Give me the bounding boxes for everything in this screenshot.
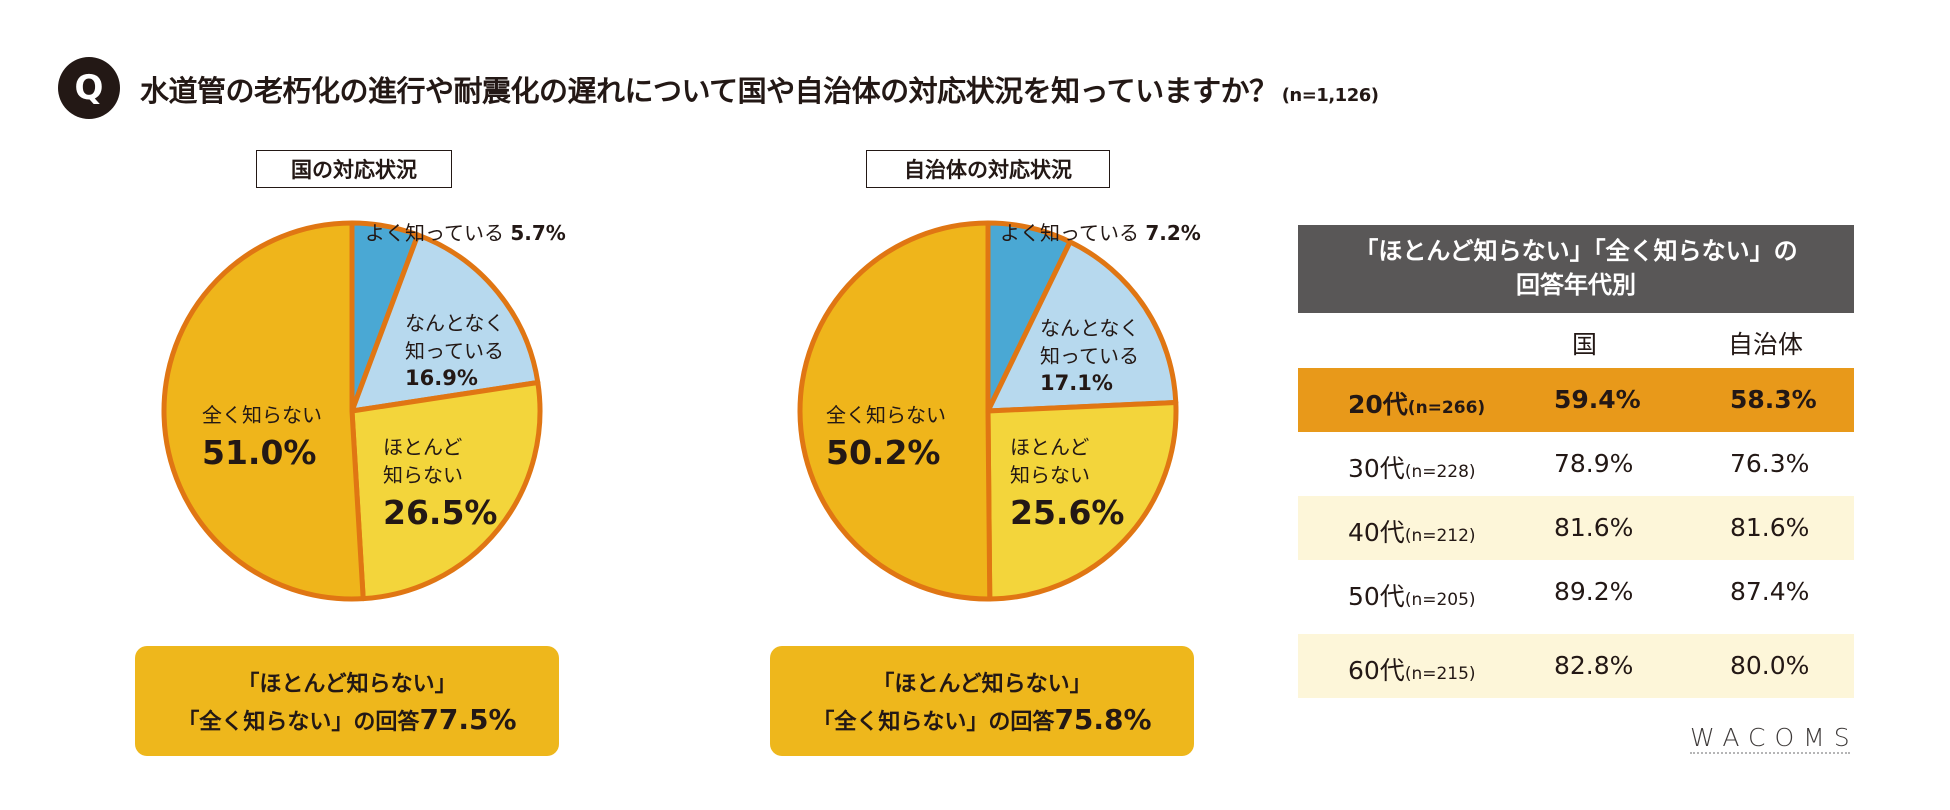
slice-label: 全く知らない 50.2% <box>826 403 946 472</box>
slice-not-at-all <box>797 220 993 602</box>
slice-label: ほとんど知らない 26.5% <box>383 435 498 532</box>
row-country-value: 59.4% <box>1554 385 1641 414</box>
slice-somewhat <box>985 239 1179 414</box>
table-row: 60代(n=215) 82.8% 80.0% <box>1298 634 1854 698</box>
summary-box-country: 「ほとんど知らない」 「全く知らない」の回答77.5% <box>135 646 559 756</box>
summary-line1: 「ほとんど知らない」 <box>872 672 1092 697</box>
row-local-value: 87.4% <box>1730 577 1810 606</box>
pie-title-local: 自治体の対応状況 <box>866 150 1110 188</box>
row-local-value: 80.0% <box>1730 651 1810 680</box>
summary-line2-text: 「全く知らない」の回答 <box>177 710 420 735</box>
row-age: 30代(n=228) <box>1348 454 1476 483</box>
row-age: 40代(n=212) <box>1348 518 1476 547</box>
slice-label: よく知っている 7.2% <box>1000 221 1201 245</box>
table-row: 50代(n=205) 89.2% 87.4% <box>1298 560 1854 624</box>
pie-title-country: 国の対応状況 <box>256 150 452 188</box>
row-age: 20代(n=266) <box>1348 390 1486 419</box>
slice-label: なんとなく知っている 17.1% <box>1040 316 1139 395</box>
row-country-value: 82.8% <box>1554 651 1634 680</box>
pie-charts: よく知っている 5.7% なんとなく知っている 16.9% ほとんど知らない 26.5%… <box>161 220 1201 602</box>
brand-tagline-decoration <box>1690 752 1850 759</box>
age-table-title-line1: 「ほとんど知らない」「全く知らない」の <box>1354 237 1798 265</box>
question-title: 水道管の老朽化の進行や耐震化の遅れについて国や自治体の対応状況を知っていますか？… <box>140 68 1379 110</box>
row-country-value: 89.2% <box>1554 577 1634 606</box>
brand-logo: WACOMS <box>1690 723 1859 752</box>
age-table-column-headers: 国 自治体 <box>1298 313 1854 368</box>
table-row: 20代(n=266) 59.4% 58.3% <box>1298 368 1854 432</box>
table-row: 30代(n=228) 78.9% 76.3% <box>1298 432 1854 496</box>
column-header-country: 国 <box>1572 330 1598 359</box>
row-local-value: 76.3% <box>1730 449 1810 478</box>
summary-pct: 77.5% <box>419 703 517 736</box>
summary-line2: 「全く知らない」の回答77.5% <box>135 702 559 741</box>
slice-label: 全く知らない 51.0% <box>202 403 322 472</box>
column-header-local: 自治体 <box>1728 330 1804 359</box>
question-badge: Q <box>58 57 120 119</box>
summary-box-local: 「ほとんど知らない」 「全く知らない」の回答75.8% <box>770 646 1194 756</box>
table-row: 40代(n=212) 81.6% 81.6% <box>1298 496 1854 560</box>
slice-label: よく知っている 5.7% <box>365 221 566 245</box>
summary-line2-text: 「全く知らない」の回答 <box>812 710 1055 735</box>
summary-line2: 「全く知らない」の回答75.8% <box>770 702 1194 741</box>
question-sample-size: (n=1,126) <box>1281 85 1379 106</box>
slice-label: ほとんど知らない 25.6% <box>1010 435 1125 532</box>
row-age: 50代(n=205) <box>1348 582 1476 611</box>
age-table-title-line2: 回答年代別 <box>1516 271 1636 299</box>
slice-not-at-all <box>161 220 366 602</box>
slice-somewhat <box>349 232 541 414</box>
age-table: 「ほとんど知らない」「全く知らない」の 回答年代別 国 自治体 20代(n=26… <box>1298 225 1854 698</box>
pie-chart-local: よく知っている 7.2% なんとなく知っている 17.1% ほとんど知らない 25.6%… <box>797 220 1201 602</box>
row-country-value: 78.9% <box>1554 449 1634 478</box>
row-country-value: 81.6% <box>1554 513 1634 542</box>
row-local-value: 58.3% <box>1730 385 1817 414</box>
summary-pct: 75.8% <box>1054 703 1152 736</box>
row-local-value: 81.6% <box>1730 513 1810 542</box>
slice-barely <box>349 379 543 602</box>
slice-barely <box>985 399 1179 602</box>
pie-chart-country: よく知っている 5.7% なんとなく知っている 16.9% ほとんど知らない 26.5%… <box>161 220 566 602</box>
slice-label: なんとなく知っている 16.9% <box>405 311 504 390</box>
age-table-header: 「ほとんど知らない」「全く知らない」の 回答年代別 <box>1298 225 1854 313</box>
row-age: 60代(n=215) <box>1348 656 1476 685</box>
summary-line1: 「ほとんど知らない」 <box>237 672 457 697</box>
question-text: 水道管の老朽化の進行や耐震化の遅れについて国や自治体の対応状況を知っていますか？ <box>140 74 1278 108</box>
